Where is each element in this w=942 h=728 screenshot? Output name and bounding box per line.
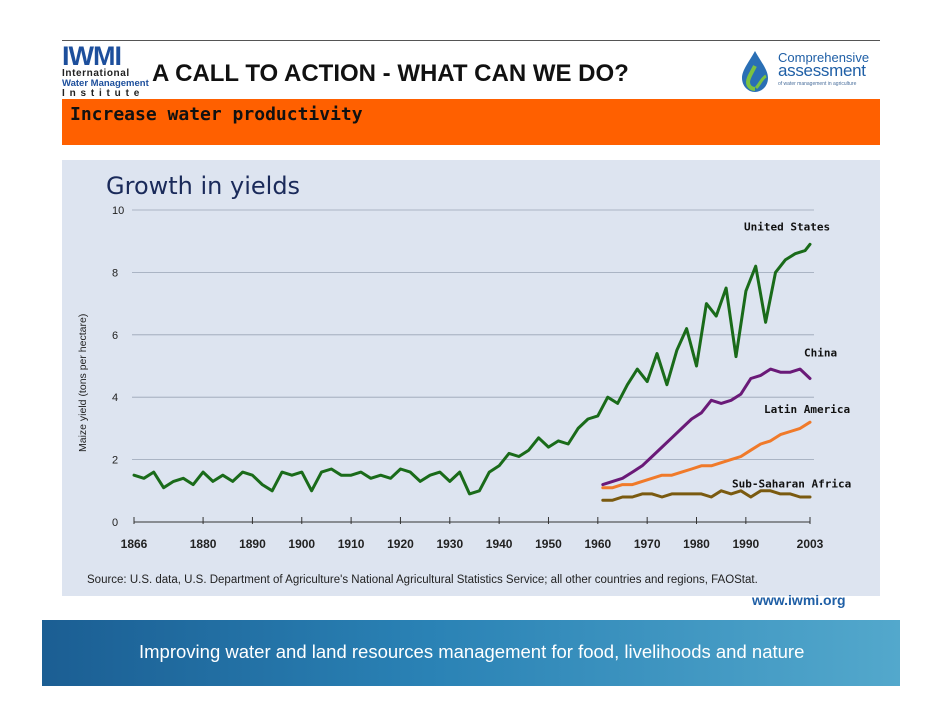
series-line-united-states [132,242,812,496]
header-rule [62,40,880,41]
x-tick-label: 1900 [288,537,315,551]
x-tick-label: 1940 [486,537,513,551]
comprehensive-assessment-logo: Comprehensive assessment of water manage… [736,46,880,96]
footer-tagline: Improving water and land resources manag… [139,641,805,662]
y-tick-label: 8 [112,267,118,279]
water-drop-icon [742,51,768,92]
iwmi-logo: IWMI International Water Management Inst… [62,41,149,100]
x-tick-label: 1866 [121,537,148,551]
subtitle-bar: Increase water productivity [62,99,880,145]
iwmi-logo-line-2: Water Management [62,78,149,89]
x-tick-label: 1920 [387,537,414,551]
x-tick-label: 1980 [683,537,710,551]
iwmi-logo-line-1: International [62,68,130,79]
yield-growth-chart: Growth in yields Maize yield (tons per h… [77,172,851,551]
website-link[interactable]: www.iwmi.org [752,592,846,608]
series-label: Latin America [764,403,850,416]
iwmi-wordmark: IWMI [62,41,122,71]
series-line-latin-america [601,420,812,490]
axes: 0 2 4 6 8 10 1866 1880 1890 1900 1910 1920 1930 1940 1… [112,205,824,551]
series-lines [132,242,812,502]
series-line-china [601,367,812,487]
x-tick-label: 2003 [797,537,824,551]
gridlines [132,209,814,461]
ca-logo-line-3: of water management in agriculture [778,81,857,87]
ca-logo-line-2: assessment [778,61,866,80]
series-label: United States [744,220,830,233]
x-tick-label: 1950 [535,537,562,551]
y-tick-label: 0 [112,517,118,529]
footer-bar: Improving water and land resources manag… [42,620,900,686]
x-tick-label: 1890 [239,537,266,551]
y-tick-label: 6 [112,330,118,342]
y-axis-label: Maize yield (tons per hectare) [77,314,89,452]
series-label: China [804,347,837,360]
y-tick-label: 10 [112,205,124,217]
series-label: Sub-Saharan Africa [732,478,851,491]
slide-subtitle: Increase water productivity [70,104,363,125]
y-tick-label: 4 [112,392,118,404]
x-tick-label: 1990 [733,537,760,551]
x-tick-label: 1880 [190,537,217,551]
x-tick-label: 1930 [436,537,463,551]
series-labels: United States China Latin America Sub-Sahar… [732,220,851,490]
source-note: Source: U.S. data, U.S. Department of Ag… [87,574,758,586]
ca-logo-line-1: Comprehensive [778,50,870,65]
y-tick-label: 2 [112,455,118,467]
slide-title: A CALL TO ACTION - WHAT CAN WE DO? [152,60,629,87]
series-line-sub-saharan-africa [601,489,812,502]
iwmi-logo-line-3: Institute [62,88,145,99]
chart-title: Growth in yields [106,172,300,200]
x-tick-label: 1970 [634,537,661,551]
x-tick-label: 1960 [584,537,611,551]
chart-panel: Growth in yields Maize yield (tons per h… [62,160,880,596]
x-tick-label: 1910 [338,537,365,551]
